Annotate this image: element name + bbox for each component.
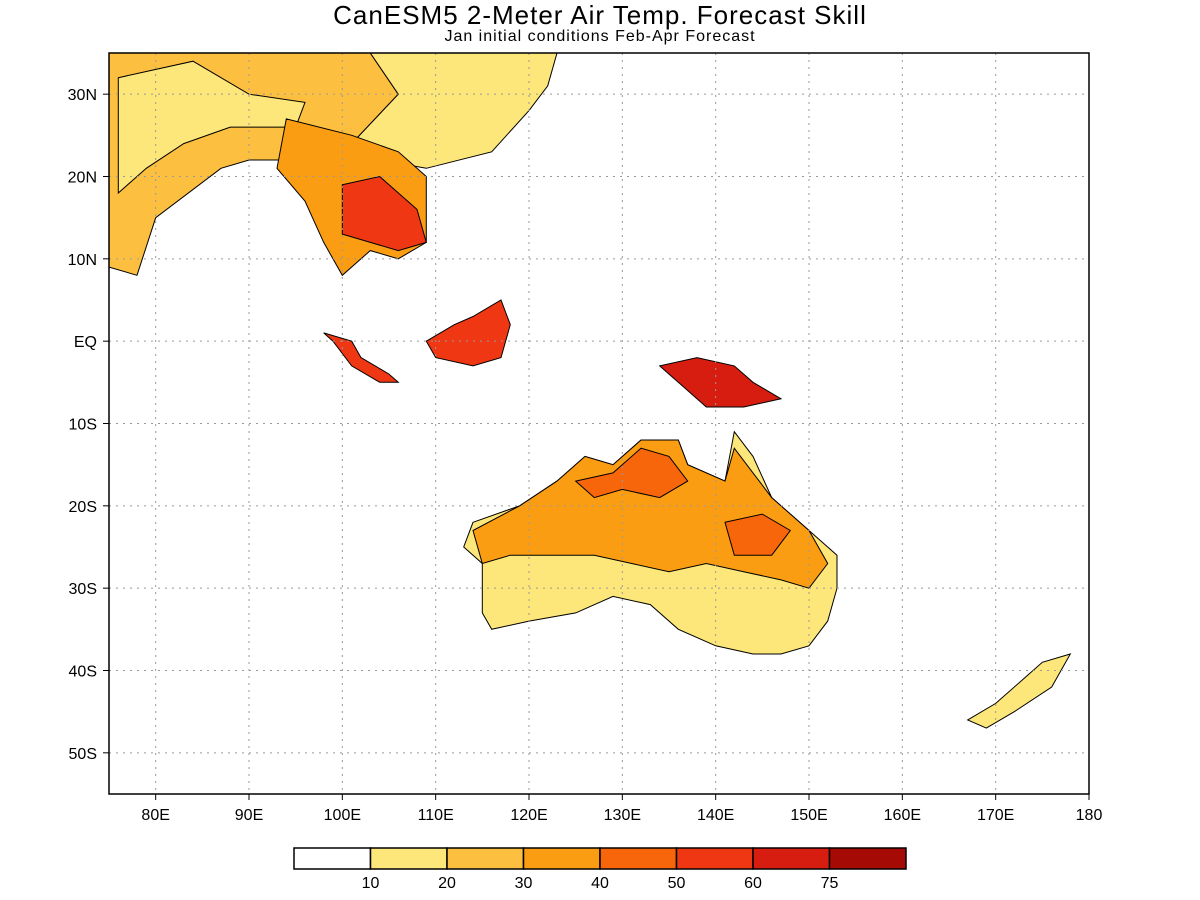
colorbar-label: 50 <box>668 875 686 892</box>
colorbar-box <box>293 847 372 870</box>
region-australia-north-high <box>574 447 689 499</box>
region-new-zealand <box>966 653 1072 729</box>
colorbar-label: 75 <box>821 875 839 892</box>
region-south-asia-low <box>117 60 306 195</box>
colorbar-box <box>599 847 678 870</box>
colorbar: 10 20 30 40 50 60 75 <box>293 847 907 892</box>
map-title: CanESM5 2-Meter Air Temp. Forecast Skill <box>333 0 867 30</box>
colorbar-label: 40 <box>591 875 609 892</box>
y-tick-label: 20S <box>69 499 97 516</box>
y-tick-label: 30S <box>69 581 97 598</box>
colorbar-label: 10 <box>362 875 380 892</box>
x-tick-label: 80E <box>141 807 169 824</box>
x-tick-label: 100E <box>324 807 361 824</box>
x-tick-label: 180 <box>1076 807 1103 824</box>
y-tick-label: 10S <box>69 417 97 434</box>
region-china <box>350 53 558 169</box>
region-borneo <box>425 299 511 367</box>
colorbar-box <box>675 847 754 870</box>
x-tick-label: 170E <box>977 807 1014 824</box>
colorbar-box <box>522 847 601 870</box>
x-tick-label: 120E <box>510 807 547 824</box>
x-tick-label: 150E <box>790 807 827 824</box>
y-axis: 30N 20N 10N EQ 10S 20S 30S 40S 50S <box>68 87 109 763</box>
y-tick-label: 40S <box>69 664 97 681</box>
colorbar-box <box>369 847 448 870</box>
x-tick-label: 90E <box>235 807 263 824</box>
colorbar-box <box>828 847 907 870</box>
skill-shading <box>109 53 1072 729</box>
y-tick-label: 50S <box>69 746 97 763</box>
region-australia-northeast <box>724 513 792 556</box>
colorbar-label: 30 <box>515 875 533 892</box>
colorbar-box <box>446 847 525 870</box>
colorbar-box <box>752 847 831 870</box>
region-sumatra <box>323 332 400 383</box>
x-tick-label: 130E <box>604 807 641 824</box>
y-tick-label: 10N <box>68 252 97 269</box>
x-tick-label: 110E <box>418 807 454 824</box>
map-subtitle: Jan initial conditions Feb-Apr Forecast <box>444 28 756 45</box>
y-tick-label: 30N <box>68 87 97 104</box>
y-tick-label: 20N <box>68 170 97 187</box>
region-mainland-sea-high <box>341 175 427 252</box>
grid-lines <box>109 53 1089 794</box>
y-tick-label: EQ <box>74 334 97 351</box>
x-tick-label: 140E <box>697 807 734 824</box>
x-tick-label: 160E <box>884 807 921 824</box>
colorbar-label: 60 <box>744 875 762 892</box>
region-new-guinea <box>658 357 783 408</box>
x-axis: 80E 90E 100E 110E 120E 130E 140E 150E 160E 170E 18… <box>141 794 1102 824</box>
colorbar-label: 20 <box>438 875 456 892</box>
